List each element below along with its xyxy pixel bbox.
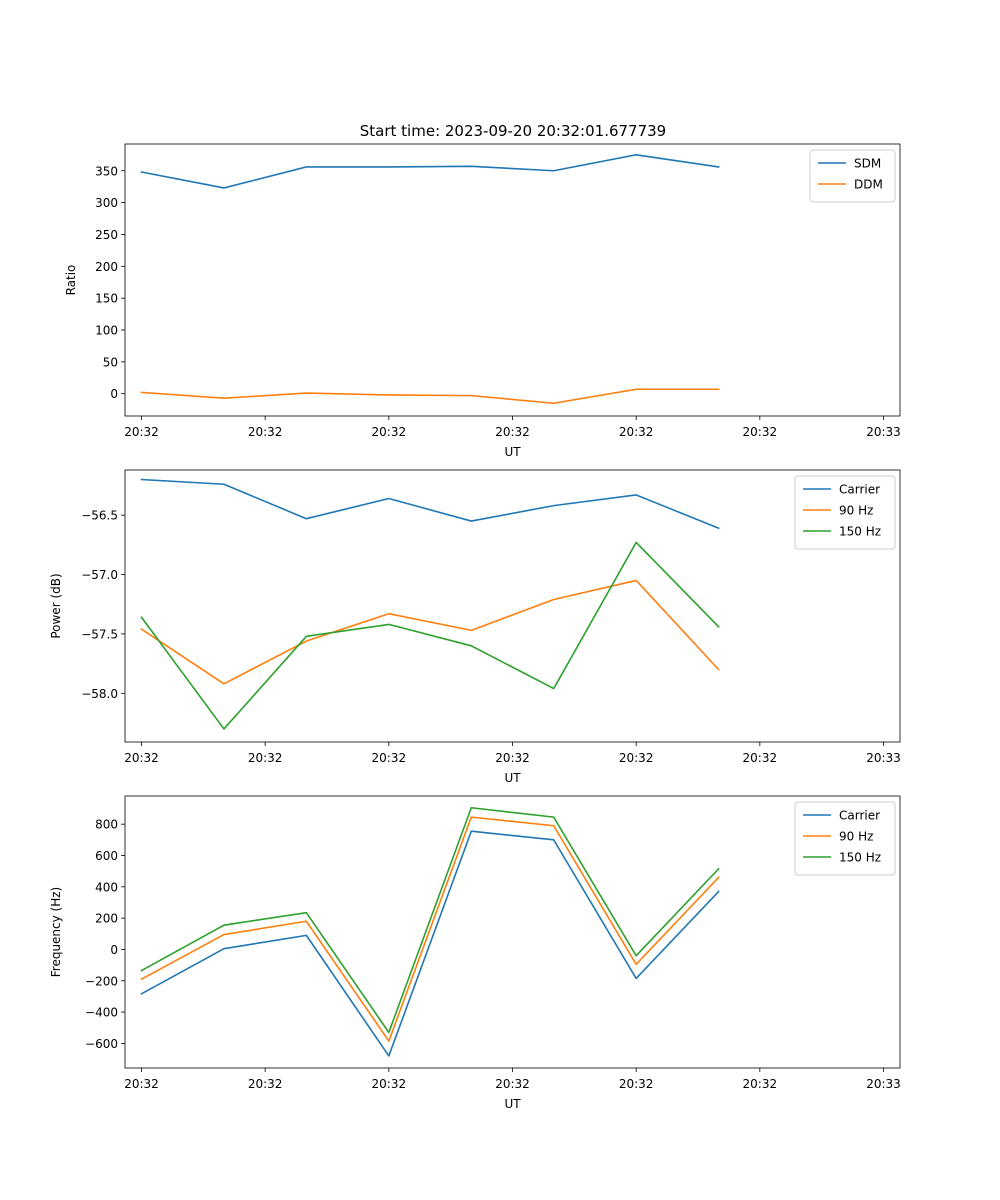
legend-label: DDM xyxy=(854,178,883,192)
legend-box xyxy=(809,149,896,203)
y-tick-label: −600 xyxy=(85,1037,118,1051)
frequency-panel: 20:32 20:32 20:32 20:32 20:32 20:32 20:33 −600 −… xyxy=(49,795,901,1111)
x-tick-label: 20:32 xyxy=(619,425,654,439)
y-tick-label: 400 xyxy=(95,880,118,894)
series-line-90-hz xyxy=(140,579,720,685)
x-tick-label: 20:32 xyxy=(495,1077,530,1091)
y-tick-label: 300 xyxy=(95,196,118,210)
y-tick-label: 0 xyxy=(110,387,118,401)
x-tick-label: 20:32 xyxy=(248,1077,283,1091)
y-tick-label: 200 xyxy=(95,260,118,274)
series-line-sdm xyxy=(140,154,720,189)
legend-label: 150 Hz xyxy=(839,851,881,865)
y-tick-label: 150 xyxy=(95,292,118,306)
legend: Carrier 90 Hz 150 Hz xyxy=(794,475,896,550)
x-tick-label: 20:32 xyxy=(248,425,283,439)
x-tick-label: 20:32 xyxy=(495,751,530,765)
series-line-carrier xyxy=(140,830,720,1057)
y-tick-label: −400 xyxy=(85,1006,118,1020)
x-tick-label: 20:32 xyxy=(372,751,407,765)
y-tick-label: 250 xyxy=(95,228,118,242)
x-tick-label: 20:32 xyxy=(124,751,159,765)
x-tick-label: 20:32 xyxy=(619,751,654,765)
legend-label: 90 Hz xyxy=(839,504,873,518)
y-tick-label: −57.0 xyxy=(81,568,118,582)
x-tick-label: 20:32 xyxy=(743,425,778,439)
y-tick-label: −58.0 xyxy=(81,687,118,701)
axes-frame xyxy=(124,143,901,417)
series-line-150-hz xyxy=(140,806,720,1034)
y-axis-label: Power (dB) xyxy=(49,573,63,638)
x-axis-label: UT xyxy=(504,445,521,459)
x-tick-label: 20:32 xyxy=(743,751,778,765)
x-axis-label: UT xyxy=(504,771,521,785)
axes-frame xyxy=(124,469,901,743)
legend-label: 150 Hz xyxy=(839,525,881,539)
y-tick-label: 800 xyxy=(95,818,118,832)
legend: Carrier 90 Hz 150 Hz xyxy=(794,801,896,876)
y-tick-label: −200 xyxy=(85,974,118,988)
legend-label: 90 Hz xyxy=(839,830,873,844)
series-line-90-hz xyxy=(140,816,720,1042)
legend-label: Carrier xyxy=(839,809,880,823)
series-line-carrier xyxy=(140,478,720,530)
y-tick-label: 600 xyxy=(95,849,118,863)
y-axis-label: Frequency (Hz) xyxy=(49,887,63,978)
x-tick-label: 20:33 xyxy=(866,425,901,439)
x-tick-label: 20:32 xyxy=(495,425,530,439)
x-tick-label: 20:32 xyxy=(743,1077,778,1091)
ratio-panel: 20:32 20:32 20:32 20:32 20:32 20:32 20:33 0 50 10… xyxy=(64,143,901,459)
y-tick-label: −56.5 xyxy=(81,509,118,523)
x-tick-label: 20:32 xyxy=(124,1077,159,1091)
y-tick-label: 50 xyxy=(103,355,118,369)
figure-title: Start time: 2023-09-20 20:32:01.677739 xyxy=(360,122,666,140)
x-tick-label: 20:32 xyxy=(124,425,159,439)
legend-label: Carrier xyxy=(839,483,880,497)
y-tick-label: 0 xyxy=(110,943,118,957)
y-tick-label: 100 xyxy=(95,324,118,338)
power-panel: 20:32 20:32 20:32 20:32 20:32 20:32 20:33 −58.0… xyxy=(49,469,901,785)
series-line-ddm xyxy=(140,388,720,405)
x-tick-label: 20:32 xyxy=(619,1077,654,1091)
x-tick-label: 20:32 xyxy=(248,751,283,765)
legend-label: SDM xyxy=(854,157,881,171)
legend: SDM DDM xyxy=(809,149,896,203)
x-axis-label: UT xyxy=(504,1097,521,1111)
y-tick-label: 350 xyxy=(95,164,118,178)
x-tick-label: 20:33 xyxy=(866,751,901,765)
series-line-150-hz xyxy=(140,541,720,730)
x-tick-label: 20:32 xyxy=(372,425,407,439)
y-tick-label: −57.5 xyxy=(81,627,118,641)
x-tick-label: 20:33 xyxy=(866,1077,901,1091)
y-axis-label: Ratio xyxy=(64,265,78,296)
x-tick-label: 20:32 xyxy=(372,1077,407,1091)
y-tick-label: 200 xyxy=(95,912,118,926)
